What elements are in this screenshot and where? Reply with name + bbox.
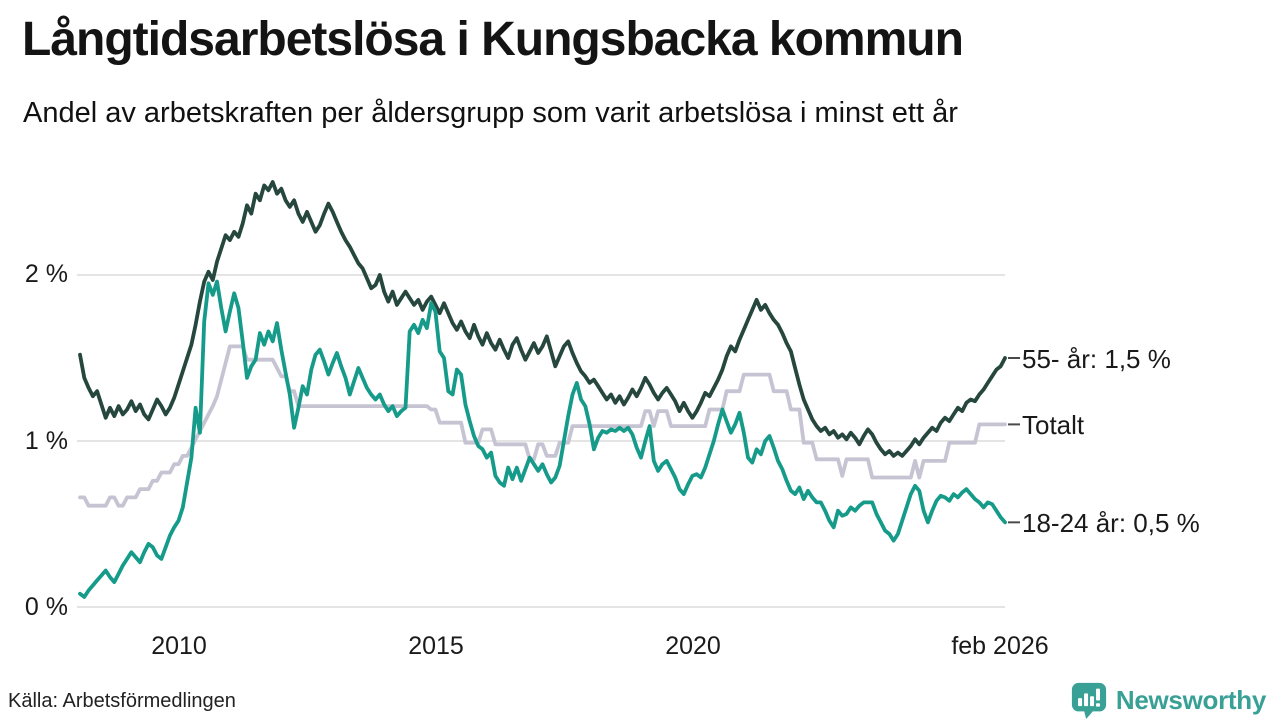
newsworthy-logo-icon	[1071, 682, 1106, 719]
x-tick-label-2020: 2020	[665, 632, 721, 660]
page-title: Långtidsarbetslösa i Kungsbacka kommun	[22, 13, 964, 66]
series-line-Totalt	[78, 344, 1007, 508]
series-line-55--år	[78, 180, 1007, 458]
y-tick-label-1: 1 %	[24, 427, 68, 455]
newsworthy-logo: Newsworthy	[1070, 681, 1266, 719]
y-tick-label-0: 0 %	[24, 593, 68, 621]
source-note: Källa: Arbetsförmedlingen	[8, 690, 236, 712]
series-end-label-55: 55- år: 1,5 %	[1022, 344, 1171, 374]
series-line-18-24-år	[78, 279, 1007, 599]
x-tick-label-feb-2026: feb 2026	[951, 632, 1049, 660]
series-end-label-18-24: 18-24 år: 0,5 %	[1022, 508, 1200, 538]
page-subtitle: Andel av arbetskraften per åldersgrupp s…	[23, 97, 958, 129]
newsworthy-wordmark: Newsworthy	[1115, 684, 1266, 715]
x-tick-label-2010: 2010	[151, 632, 207, 660]
series-end-label-totalt: Totalt	[1022, 410, 1085, 440]
y-tick-label-2: 2 %	[24, 260, 68, 288]
x-tick-label-2015: 2015	[408, 632, 464, 660]
